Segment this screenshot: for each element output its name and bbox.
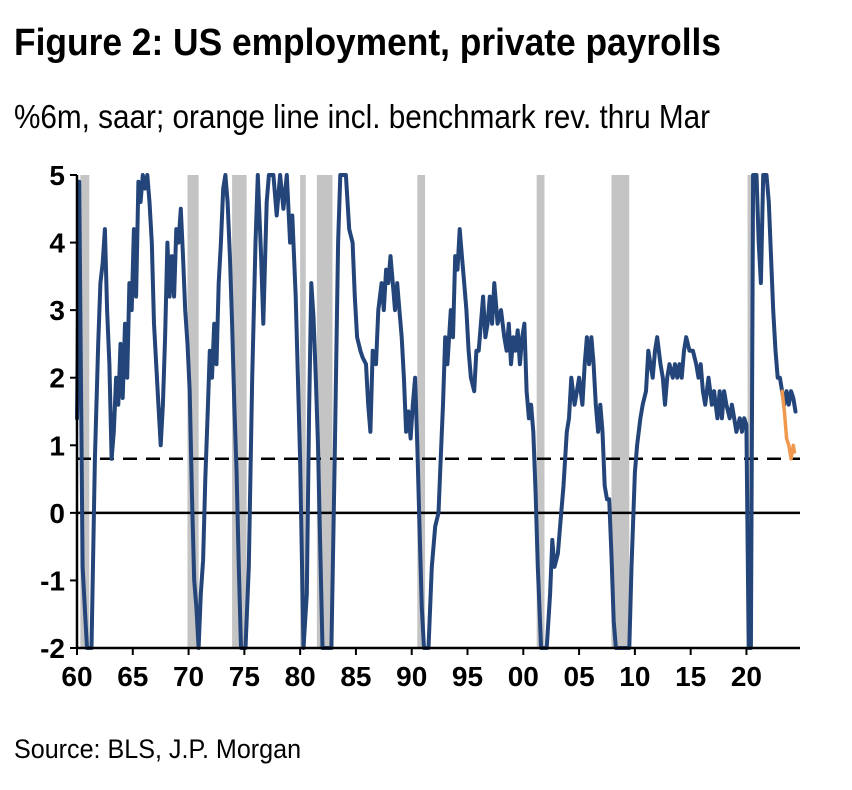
x-tick-label: 05 [564,661,595,692]
y-tick-label: 1 [49,430,65,461]
recession-band-8 [747,175,752,648]
x-tick-label: 20 [731,661,762,692]
recession-band-1 [187,175,199,648]
x-tick-label: 85 [340,661,371,692]
x-tick-label: 70 [173,661,204,692]
recession-band-0 [80,175,90,648]
recession-band-7 [611,175,630,648]
recession-band-5 [417,175,426,648]
recession-band-2 [232,175,247,648]
x-tick-label: 80 [285,661,316,692]
y-axis-ticks: -2 -1 0 1 2 3 4 5 [40,160,77,664]
series-line-0 [75,173,798,650]
x-tick-label: 15 [675,661,706,692]
recession-band-6 [536,175,545,648]
y-tick-label: -2 [40,633,65,664]
recession-band-3 [300,175,306,648]
x-axis-ticks: 60 65 70 75 80 85 90 95 00 05 10 15 20 [61,648,762,692]
series-lines [75,173,798,650]
chart-subtitle: %6m, saar; orange line incl. benchmark r… [14,98,711,135]
x-tick-label: 65 [117,661,148,692]
x-tick-label: 60 [61,661,92,692]
y-tick-label: 3 [49,295,65,326]
x-tick-label: 10 [619,661,650,692]
source-note: Source: BLS, J.P. Morgan [14,734,302,764]
y-tick-label: 5 [49,160,65,191]
y-tick-label: 2 [49,363,65,394]
x-tick-label: 90 [396,661,427,692]
y-tick-label: 4 [49,228,65,259]
y-tick-label: -1 [40,565,65,596]
y-tick-label: 0 [49,498,65,529]
axes [75,175,800,650]
x-tick-label: 95 [452,661,483,692]
x-tick-label: 00 [508,661,539,692]
x-tick-label: 75 [229,661,260,692]
series-line-1 [780,389,797,461]
chart-title: Figure 2: US employment, private payroll… [14,22,722,64]
